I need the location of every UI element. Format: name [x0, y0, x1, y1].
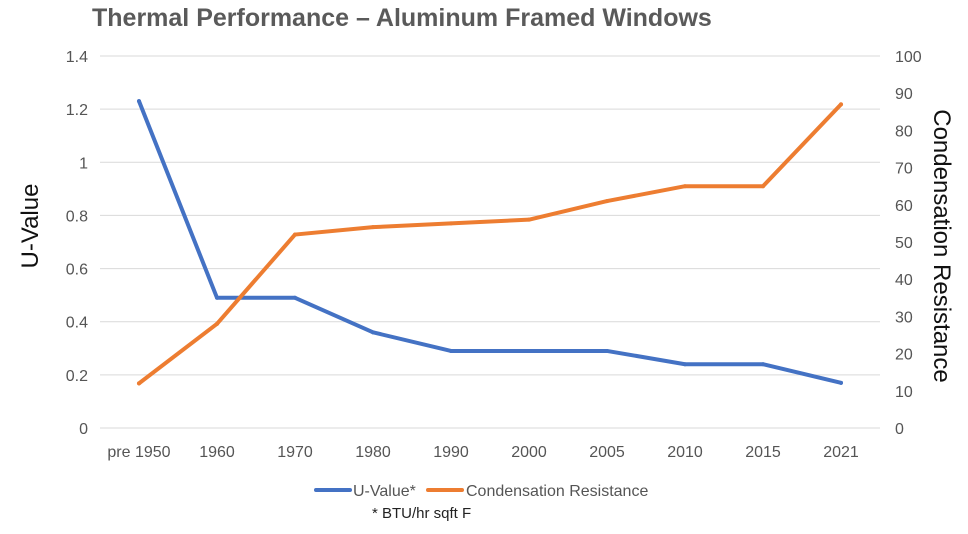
series-lines	[137, 99, 843, 386]
x-tick-label: 1970	[277, 444, 313, 461]
data-point-u-value	[605, 348, 609, 353]
x-tick-label: 2010	[667, 444, 703, 461]
y2-tick-label: 50	[895, 235, 913, 252]
x-tick-label: pre 1950	[107, 444, 170, 461]
data-point-u-value	[839, 380, 843, 385]
y2-tick-label: 70	[895, 161, 913, 178]
y-tick-label: 1	[79, 155, 88, 172]
y-tick-label: 0.8	[66, 208, 88, 225]
y-tick-label: 0.4	[66, 315, 88, 332]
data-point-u-value	[761, 362, 765, 367]
legend-label-u-value: U-Value*	[353, 483, 416, 500]
data-point-u-value	[371, 330, 375, 335]
data-point-condensation-resistance	[605, 199, 609, 204]
y-tick-label: 1.2	[66, 102, 88, 119]
series-line-u-value	[137, 99, 843, 385]
x-tick-label: 1990	[433, 444, 469, 461]
x-tick-label: 2005	[589, 444, 625, 461]
y2-axis-label: Condensation Resistance	[928, 109, 955, 383]
chart-title: Thermal Performance – Aluminum Framed Wi…	[92, 4, 712, 32]
x-tick-label: 2000	[511, 444, 547, 461]
x-tick-label: 2015	[745, 444, 781, 461]
x-tick-label: 1960	[199, 444, 235, 461]
series-line-condensation-resistance	[137, 102, 843, 386]
data-point-u-value	[293, 295, 297, 300]
y2-tick-label: 100	[895, 49, 922, 66]
data-point-condensation-resistance	[137, 381, 141, 386]
y2-tick-label: 40	[895, 272, 913, 289]
y2-tick-label: 20	[895, 347, 913, 364]
y2-tick-label: 60	[895, 198, 913, 215]
legend-item-condensation-resistance: Condensation Resistance	[426, 483, 648, 500]
data-point-condensation-resistance	[761, 184, 765, 189]
legend-label-condensation-resistance: Condensation Resistance	[466, 483, 648, 500]
data-point-u-value	[137, 99, 141, 104]
gridlines	[100, 55, 880, 429]
data-point-condensation-resistance	[449, 221, 453, 226]
y-tick-label: 0.6	[66, 262, 88, 279]
y2-tick-label: 0	[895, 421, 904, 438]
data-point-condensation-resistance	[371, 225, 375, 230]
y2-tick-label: 10	[895, 384, 913, 401]
data-point-u-value	[449, 348, 453, 353]
y2-tick-label: 90	[895, 86, 913, 103]
y-axis-label: U-Value	[17, 184, 44, 269]
y2-axis-ticks: 0 10 20 30 40 50 60 70 80 90 100	[895, 49, 922, 438]
data-point-condensation-resistance	[839, 102, 843, 107]
x-axis-ticks: pre 1950 1960 1970 1980 1990 2000 2005 2010 2015…	[107, 444, 858, 461]
data-point-u-value	[527, 348, 531, 353]
y-axis-ticks: 0 0.2 0.4 0.6 0.8 1 1.2 1.4	[66, 49, 88, 438]
x-tick-label: 2021	[823, 444, 859, 461]
data-point-condensation-resistance	[293, 232, 297, 237]
legend-item-u-value: U-Value*	[314, 483, 416, 500]
y2-tick-label: 30	[895, 309, 913, 326]
data-point-condensation-resistance	[527, 217, 531, 222]
data-point-condensation-resistance	[215, 321, 219, 326]
y-tick-label: 1.4	[66, 49, 88, 66]
data-point-u-value	[683, 362, 687, 367]
x-tick-label: 1980	[355, 444, 391, 461]
legend: U-Value* Condensation Resistance	[314, 483, 648, 500]
y2-tick-label: 80	[895, 123, 913, 140]
data-point-condensation-resistance	[683, 184, 687, 189]
y-tick-label: 0.2	[66, 368, 88, 385]
y-tick-label: 0	[79, 421, 88, 438]
data-point-u-value	[215, 295, 219, 300]
footnote: * BTU/hr sqft F	[372, 505, 471, 522]
